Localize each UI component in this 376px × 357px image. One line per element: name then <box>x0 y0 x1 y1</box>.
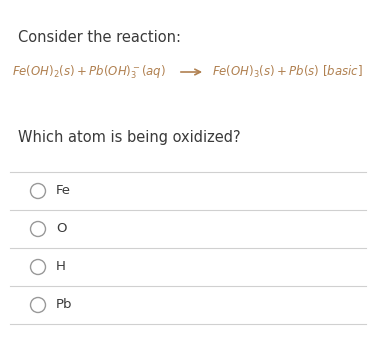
Text: $\it{Fe(OH)_2(s) + Pb(OH)_3^-(aq)}$: $\it{Fe(OH)_2(s) + Pb(OH)_3^-(aq)}$ <box>12 63 166 81</box>
Text: O: O <box>56 222 67 236</box>
Text: H: H <box>56 261 66 273</box>
Text: Pb: Pb <box>56 298 73 312</box>
Text: Consider the reaction:: Consider the reaction: <box>18 30 181 45</box>
Text: Fe: Fe <box>56 185 71 197</box>
Text: $\it{Fe(OH)_3(s) + Pb(s)\ [basic]}$: $\it{Fe(OH)_3(s) + Pb(s)\ [basic]}$ <box>212 64 363 80</box>
Text: Which atom is being oxidized?: Which atom is being oxidized? <box>18 130 241 145</box>
